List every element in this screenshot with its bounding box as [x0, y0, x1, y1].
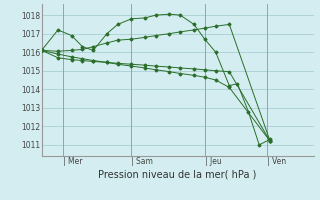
X-axis label: Pression niveau de la mer( hPa ): Pression niveau de la mer( hPa ) — [99, 169, 257, 179]
